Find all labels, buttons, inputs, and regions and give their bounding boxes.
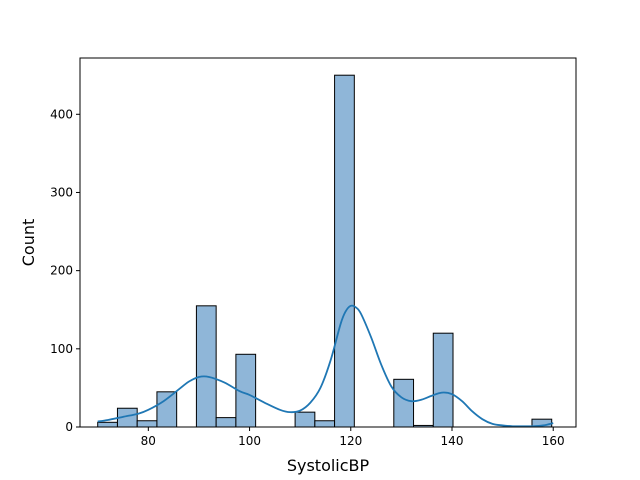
x-tick-label: 120 — [339, 434, 362, 448]
y-tick-label: 300 — [50, 185, 73, 199]
histogram-bars — [97, 74, 553, 428]
histogram-bar — [334, 74, 355, 428]
histogram-bar — [294, 411, 316, 428]
y-tick-label: 100 — [50, 342, 73, 356]
y-tick-label: 400 — [50, 107, 73, 121]
x-tick-label: 100 — [238, 434, 261, 448]
x-tick-label: 140 — [441, 434, 464, 448]
x-axis-label: SystolicBP — [287, 456, 370, 475]
histogram-bar — [432, 332, 454, 428]
x-tick-label: 80 — [141, 434, 156, 448]
histogram-bar — [215, 417, 237, 428]
x-axis-ticks: 80 100 120 140 160 — [141, 427, 565, 448]
plot-frame — [79, 57, 577, 428]
y-tick-label: 0 — [65, 420, 73, 434]
kde-curve — [97, 304, 554, 428]
y-axis-ticks: 0 100 200 300 400 — [50, 107, 80, 434]
y-axis-label: Count — [19, 219, 38, 267]
histogram-bar — [156, 391, 178, 428]
x-tick-label: 160 — [542, 434, 565, 448]
y-tick-label: 200 — [50, 264, 73, 278]
histogram-bar — [314, 420, 336, 428]
histogram-bar — [136, 420, 158, 428]
histogram-bar — [393, 378, 415, 428]
histogram-bar — [195, 305, 217, 428]
histogram-bar — [97, 421, 118, 428]
